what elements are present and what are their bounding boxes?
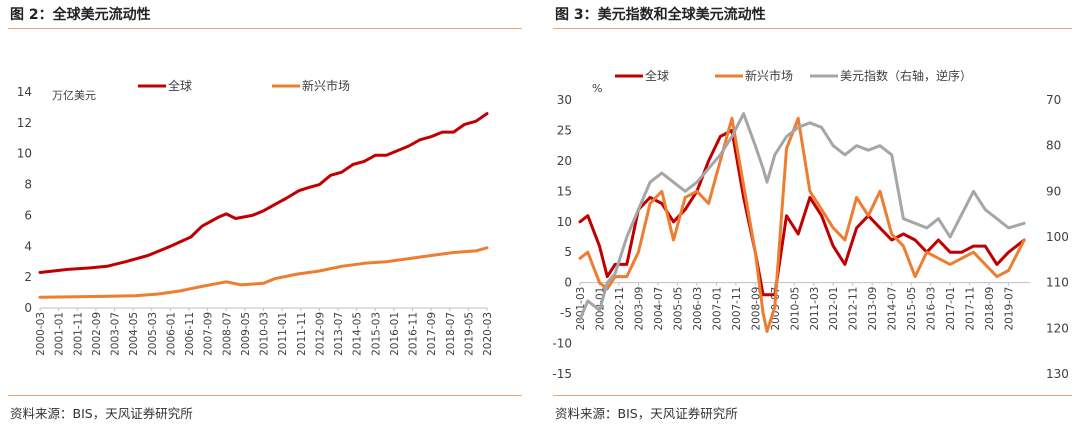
x-tick-label: 2001-03 xyxy=(575,287,587,331)
x-tick-label: 2019-07 xyxy=(1004,287,1016,331)
x-tick-label: 2019-05 xyxy=(463,312,475,356)
panel-dxy-and-liquidity: 图 3：美元指数和全球美元流动性 -15 -10 -5 0 5 10 15 20 25 30 70 8… xyxy=(545,0,1080,431)
series-line-1 xyxy=(578,128,1026,297)
x-tick-label: 2014-05 xyxy=(352,312,364,356)
y-tick-label: 20 xyxy=(557,154,572,168)
panel-global-dollar-liquidity: 图 2：全球美元流动性 0 2 4 6 8 10 12 14 万亿美元 2000-03 2001-0… xyxy=(0,0,530,431)
y2-tick-label: 80 xyxy=(1046,139,1061,153)
x-tick-label: 2006-01 xyxy=(165,312,177,356)
series-line-2 xyxy=(38,246,489,299)
y-tick-label: 2 xyxy=(24,270,32,284)
legend-label: 新兴市场 xyxy=(302,78,350,93)
y-tick-label: 0 xyxy=(24,301,32,315)
y2-tick-label: 110 xyxy=(1046,276,1069,290)
x-tick-label: 2013-07 xyxy=(333,312,345,356)
x-tick-label: 2005-03 xyxy=(147,312,159,356)
x-tick-label: 2002-09 xyxy=(91,312,103,356)
x-tick-label: 2014-07 xyxy=(887,287,899,331)
chart-dxy-and-liquidity: -15 -10 -5 0 5 10 15 20 25 30 70 80 90 100 110 120 130% 2… xyxy=(552,68,1069,381)
chart-title: 图 2：全球美元流动性 xyxy=(10,7,151,23)
source-note: 资料来源：BIS，天风证券研究所 xyxy=(10,406,193,421)
y-tick-label: 14 xyxy=(17,85,32,99)
x-tick-label: 2002-11 xyxy=(614,287,626,331)
x-tick-label: 2007-01 xyxy=(711,287,723,331)
y-tick-label: 15 xyxy=(557,184,572,198)
x-tick-label: 2008-07 xyxy=(221,312,233,356)
x-tick-label: 2018-07 xyxy=(445,312,457,356)
x-tick-label: 2001-11 xyxy=(72,312,84,356)
legend-label: 美元指数（右轴，逆序） xyxy=(840,68,972,83)
y-tick-label: -5 xyxy=(560,306,572,320)
x-tick-label: 2009-05 xyxy=(240,312,252,356)
y-tick-label: -15 xyxy=(552,367,572,381)
x-tick-label: 2012-11 xyxy=(848,287,860,331)
legend-label: 全球 xyxy=(645,68,669,83)
y2-tick-label: 70 xyxy=(1046,93,1061,107)
x-tick-label: 2004-07 xyxy=(653,287,665,331)
x-tick-label: 2011-01 xyxy=(277,312,289,356)
x-tick-label: 2010-03 xyxy=(259,312,271,356)
y2-tick-label: 130 xyxy=(1046,367,1069,381)
y-tick-label: 0 xyxy=(564,276,572,290)
legend-label: 新兴市场 xyxy=(745,68,793,83)
x-tick-label: 2000-03 xyxy=(35,312,47,356)
x-tick-label: 2017-01 xyxy=(945,287,957,331)
y2-tick-label: 120 xyxy=(1046,321,1069,335)
y-tick-label: 6 xyxy=(24,208,32,222)
series-line-2 xyxy=(578,116,1026,333)
y-axis-label: 万亿美元 xyxy=(52,89,96,102)
x-tick-label: 2016-03 xyxy=(926,287,938,331)
x-tick-label: 2007-11 xyxy=(731,287,743,331)
x-tick-label: 2012-09 xyxy=(314,312,326,356)
title-divider xyxy=(8,28,522,29)
source-divider xyxy=(553,395,1072,396)
x-tick-label: 2008-09 xyxy=(750,287,762,331)
x-tick-label: 2004-05 xyxy=(128,312,140,356)
x-tick-label: 2016-11 xyxy=(408,312,420,356)
x-tick-label: 2016-01 xyxy=(389,312,401,356)
x-tick-label: 2013-09 xyxy=(867,287,879,331)
x-tick-label: 2010-05 xyxy=(789,287,801,331)
y-tick-label: 4 xyxy=(24,239,32,253)
chart-title: 图 3：美元指数和全球美元流动性 xyxy=(555,7,766,23)
y-tick-label: 25 xyxy=(557,123,572,137)
x-tick-label: 2005-05 xyxy=(672,287,684,331)
x-tick-label: 2020-03 xyxy=(482,312,494,356)
x-tick-label: 2011-11 xyxy=(296,312,308,356)
chart-global-dollar-liquidity: 0 2 4 6 8 10 12 14 万亿美元 2000-03 2001-01 2001-11 2002… xyxy=(17,78,494,356)
y2-tick-label: 100 xyxy=(1046,230,1069,244)
x-tick-label: 2012-01 xyxy=(828,287,840,331)
y-tick-label: 8 xyxy=(24,178,32,192)
x-tick-label: 2017-09 xyxy=(426,312,438,356)
legend-label: 全球 xyxy=(168,78,192,93)
y-tick-label: 5 xyxy=(564,245,572,259)
y-tick-label: 30 xyxy=(557,93,572,107)
series-line-3 xyxy=(578,112,1026,321)
y-axis-label: % xyxy=(592,82,602,95)
y-tick-label: 10 xyxy=(17,147,32,161)
x-tick-label: 2003-07 xyxy=(110,312,122,356)
x-tick-label: 2007-09 xyxy=(203,312,215,356)
source-divider xyxy=(8,395,522,396)
x-tick-label: 2015-05 xyxy=(906,287,918,331)
series-line-1 xyxy=(38,112,489,274)
y-tick-label: -10 xyxy=(552,337,572,351)
x-tick-label: 2015-03 xyxy=(370,312,382,356)
title-divider xyxy=(553,28,1072,29)
source-note: 资料来源：BIS，天风证券研究所 xyxy=(555,406,738,421)
x-tick-label: 2003-09 xyxy=(633,287,645,331)
x-tick-label: 2001-01 xyxy=(54,312,66,356)
y-tick-label: 12 xyxy=(17,116,32,130)
x-tick-label: 2017-11 xyxy=(965,287,977,331)
x-tick-label: 2018-09 xyxy=(984,287,996,331)
x-tick-label: 2006-03 xyxy=(692,287,704,331)
x-tick-label: 2011-03 xyxy=(809,287,821,331)
x-tick-label: 2006-11 xyxy=(184,312,196,356)
y-tick-label: 10 xyxy=(557,215,572,229)
y2-tick-label: 90 xyxy=(1046,184,1061,198)
